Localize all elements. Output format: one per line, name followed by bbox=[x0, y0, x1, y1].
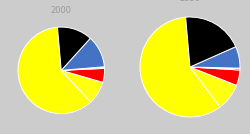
Wedge shape bbox=[18, 27, 91, 114]
Wedge shape bbox=[190, 47, 240, 68]
Wedge shape bbox=[61, 67, 104, 70]
Wedge shape bbox=[61, 38, 104, 70]
Wedge shape bbox=[190, 67, 236, 107]
Wedge shape bbox=[190, 67, 240, 85]
Title: 2000: 2000 bbox=[51, 6, 72, 15]
Wedge shape bbox=[61, 70, 103, 102]
Title: 2050: 2050 bbox=[180, 0, 201, 3]
Wedge shape bbox=[140, 17, 220, 117]
Wedge shape bbox=[61, 68, 104, 82]
Wedge shape bbox=[186, 17, 236, 67]
Wedge shape bbox=[61, 67, 104, 70]
Wedge shape bbox=[190, 67, 240, 70]
Wedge shape bbox=[190, 67, 240, 68]
Wedge shape bbox=[58, 27, 90, 70]
